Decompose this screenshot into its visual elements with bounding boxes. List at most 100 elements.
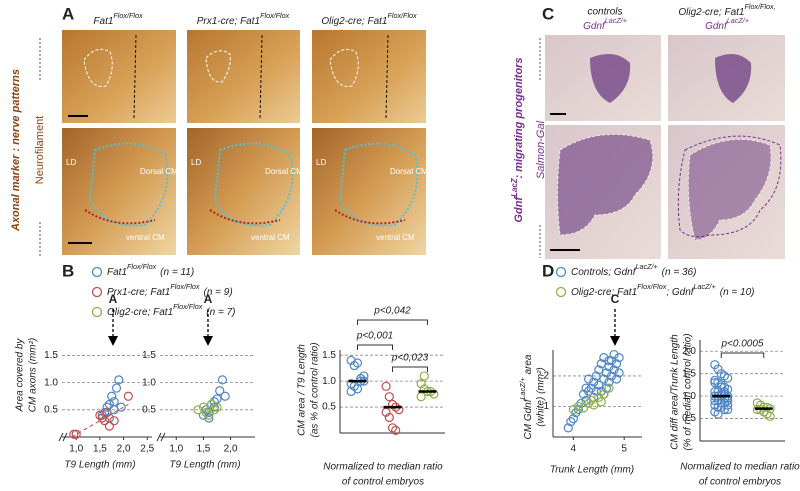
point: [713, 409, 723, 419]
superscript: LacZ/+: [694, 282, 716, 291]
x-tick-label: 1,5: [93, 444, 107, 455]
point: [204, 407, 214, 418]
superscript: LacZ/+: [605, 16, 627, 25]
y-tick-label: 1.0: [44, 377, 58, 388]
y-tick-label: 1.5: [682, 368, 696, 379]
point: [571, 407, 581, 418]
y-tick-label: 0.5: [142, 404, 156, 415]
point: [104, 421, 114, 431]
point: [765, 411, 775, 421]
point: [606, 356, 617, 366]
legend-label: Olig2-cre; Fat1Flox/Flox (n = 7): [107, 302, 235, 317]
point: [387, 423, 398, 433]
panel-letter: D: [542, 261, 554, 280]
column-header: Prx1-cre; Fat1Flox/Flox: [197, 11, 290, 26]
point: [116, 402, 126, 412]
point: [381, 381, 391, 391]
point: [387, 399, 398, 410]
point: [568, 404, 578, 415]
caption: Normalized to median ratio: [680, 462, 800, 473]
point: [204, 413, 214, 423]
bracket: [357, 344, 393, 350]
text-part: Olig2-cre; Fat1: [571, 287, 637, 298]
y-tick-label: 1: [543, 401, 549, 412]
point: [212, 402, 222, 412]
p-value: p<0,042: [373, 306, 411, 317]
y-axis-title: CM area / T9 Length: [297, 344, 308, 436]
point: [419, 384, 429, 394]
y-tick-label: 1.5: [322, 350, 336, 361]
point: [352, 384, 363, 394]
point: [599, 374, 609, 384]
point: [594, 392, 604, 402]
point: [586, 395, 596, 405]
column-header: controls: [587, 7, 622, 18]
y-axis-title: Area covered by: [15, 338, 26, 413]
column-header: GdnfLacZ/+: [705, 16, 749, 31]
point: [594, 380, 604, 390]
point: [589, 400, 599, 410]
p-value: p<0,023: [391, 353, 429, 364]
point: [352, 358, 363, 368]
text-part: Prx1-cre; Fat1: [107, 287, 170, 298]
superscript: Flox/Flox: [387, 11, 417, 20]
point: [209, 405, 219, 415]
point: [599, 353, 609, 363]
panel-letter: A: [62, 4, 74, 23]
point: [601, 368, 612, 378]
legend-label: Prx1-cre; Fat1Flox/Flox (n = 9): [107, 282, 233, 297]
y-axis-title: (white) (mm²): [536, 367, 547, 426]
text-part: (n = 36): [662, 267, 697, 278]
point: [596, 359, 606, 369]
x-tick-label: 4: [571, 444, 577, 455]
point: [611, 359, 622, 369]
text-part: Fat1: [107, 267, 127, 278]
point: [614, 368, 624, 378]
point: [586, 383, 596, 393]
point: [563, 423, 573, 433]
y-tick-label: 1.0: [142, 377, 156, 388]
point: [710, 378, 720, 388]
legend-label: Controls; GdnfLacZ/+ (n = 36): [571, 262, 696, 277]
image-label: LD: [66, 158, 76, 167]
point: [97, 413, 107, 423]
text-part: Controls; Gdnf: [571, 267, 637, 278]
point: [346, 386, 356, 397]
side-title: GdnfLacZ: migrating progenitors: [510, 57, 525, 222]
y-axis-title: CM diff area/Trunk Length: [670, 334, 681, 450]
x-tick-label: 1,0: [69, 444, 83, 455]
y-tick-label: 1.0: [322, 376, 336, 387]
arrow-head: [610, 336, 620, 346]
point: [107, 391, 117, 401]
superscript: Flox/Flox: [260, 11, 290, 20]
bracket: [720, 352, 765, 358]
text-part: ; Gdnf: [666, 287, 694, 298]
caption: of control embryos: [699, 477, 781, 488]
point: [609, 365, 619, 375]
legend-marker: [91, 306, 103, 318]
legend-marker: [91, 266, 103, 278]
bracket: [392, 366, 428, 372]
point: [599, 389, 609, 399]
point: [568, 414, 578, 424]
y-tick-label: 1.5: [44, 350, 58, 361]
text-part: CM Gdnf: [523, 398, 534, 439]
side-title: Axonal marker : nerve patterns: [10, 69, 22, 232]
bracket: [357, 319, 428, 325]
point: [215, 386, 225, 396]
point: [109, 416, 119, 426]
point: [100, 416, 110, 426]
image-label: ventral CM: [126, 233, 165, 242]
side-subtitle: Salmon-Gal: [535, 120, 547, 179]
text-part: Gdnf: [513, 196, 525, 223]
caption: Normalized to median ratio: [323, 462, 443, 473]
x-tick-label: 1,5: [196, 444, 210, 455]
text-part: Fat1: [93, 16, 113, 27]
point: [123, 391, 133, 401]
point: [581, 383, 591, 393]
point: [206, 399, 217, 409]
text-part: (n = 9): [204, 287, 233, 298]
point: [601, 383, 612, 393]
x-tick-label: 2,0: [117, 444, 131, 455]
column-header: Olig2-cre; Fat1Flox/Flox,: [678, 2, 775, 17]
